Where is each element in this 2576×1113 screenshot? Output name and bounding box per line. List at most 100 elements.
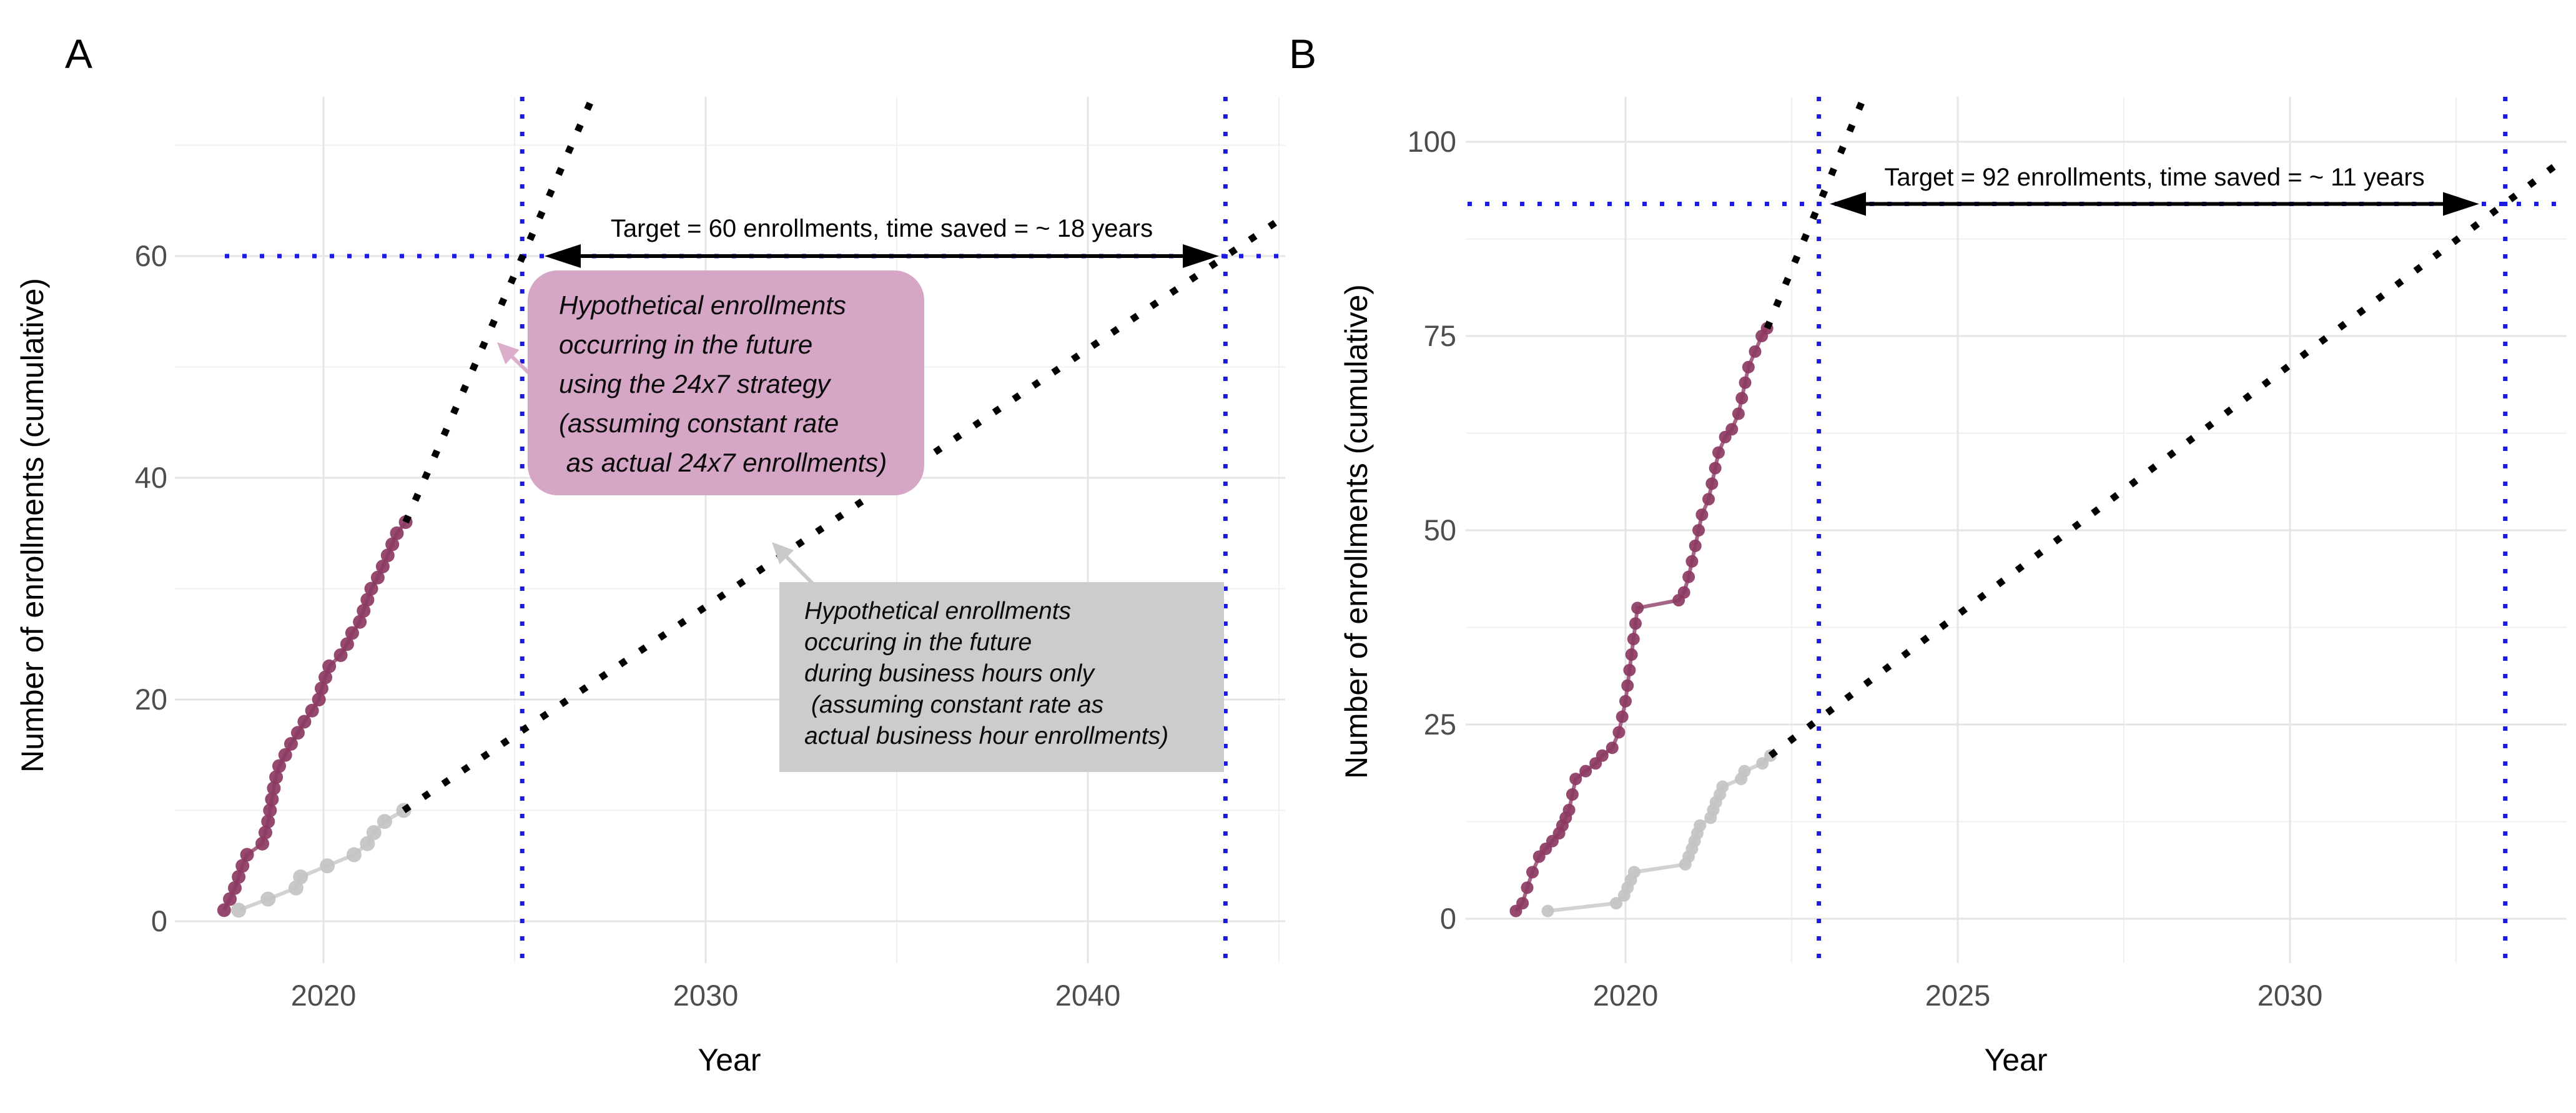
marker-actual-24x7-enrollments (380, 548, 395, 563)
marker-actual-24x7-enrollments (322, 659, 337, 673)
marker-actual-24x7-enrollments (1739, 376, 1752, 389)
annotation-box-hypothetical-24x7: Hypothetical enrollments occurring in th… (528, 270, 924, 495)
annotation-line: Hypothetical enrollments (804, 598, 1072, 625)
panel-b-target-label: Target = 92 enrollments, time saved = ~ … (1884, 164, 2425, 191)
marker-actual-24x7-enrollments (290, 726, 305, 740)
marker-actual-24x7-enrollments (272, 759, 287, 773)
marker-actual-24x7-enrollments (1749, 345, 1762, 358)
marker-actual-24x7-enrollments (1742, 360, 1755, 373)
annotation-line: during business hours only (804, 660, 1094, 687)
marker-actual-24x7-enrollments (1677, 586, 1690, 599)
marker-actual-24x7-enrollments (1625, 648, 1638, 661)
x-tick-label: 2030 (673, 979, 739, 1012)
marker-actual-24x7-enrollments (357, 604, 371, 618)
marker-actual-business-hours-enrollments (1541, 904, 1554, 918)
x-tick-label: 2030 (2257, 979, 2323, 1012)
marker-actual-24x7-enrollments (284, 737, 298, 751)
marker-actual-24x7-enrollments (1689, 539, 1702, 552)
panel-a-target-label: Target = 60 enrollments, time saved = ~ … (610, 215, 1153, 242)
marker-actual-24x7-enrollments (390, 526, 404, 540)
annotation-line: occuring in the future (804, 629, 1032, 656)
y-tick-label: 0 (1439, 902, 1456, 935)
y-tick-label: 100 (1407, 125, 1456, 158)
panel-a-y-axis-title: Number of enrollments (cumulative) (15, 278, 50, 773)
x-tick-label: 2040 (1055, 979, 1121, 1012)
marker-actual-24x7-enrollments (353, 615, 367, 629)
marker-actual-24x7-enrollments (1709, 462, 1722, 475)
marker-actual-24x7-enrollments (385, 537, 400, 552)
marker-actual-24x7-enrollments (1627, 633, 1640, 646)
series-projection-business-hours (402, 220, 1277, 814)
y-tick-label: 75 (1423, 319, 1456, 352)
marker-actual-24x7-enrollments (318, 670, 333, 685)
marker-actual-24x7-enrollments (1631, 601, 1644, 615)
marker-actual-24x7-enrollments (1685, 555, 1699, 568)
marker-actual-24x7-enrollments (265, 792, 279, 806)
time-saved-arrow-right-head (1183, 244, 1219, 268)
marker-actual-24x7-enrollments (258, 826, 272, 839)
marker-actual-24x7-enrollments (1725, 423, 1739, 436)
annotation-line: occurring in the future (559, 330, 813, 359)
annotation-box-hypothetical-business-hours: Hypothetical enrollments occuring in the… (779, 582, 1224, 772)
marker-actual-24x7-enrollments (1682, 570, 1695, 583)
panel-a-x-axis-title: Year (698, 1042, 761, 1077)
annotation-line: (assuming constant rate (559, 408, 839, 438)
marker-actual-24x7-enrollments (1616, 710, 1629, 723)
marker-actual-24x7-enrollments (1621, 679, 1634, 692)
business-annotation-arrowhead (772, 542, 794, 565)
marker-actual-24x7-enrollments (267, 781, 281, 795)
series-line-actual-business-hours-enrollments (238, 808, 405, 913)
marker-actual-business-hours-enrollments (1738, 764, 1751, 778)
time-saved-arrow-left-head (1830, 192, 1866, 216)
marker-actual-business-hours-enrollments (1716, 780, 1729, 793)
marker-actual-24x7-enrollments (1579, 764, 1592, 778)
marker-actual-24x7-enrollments (1612, 726, 1626, 739)
marker-actual-business-hours-enrollments (1756, 757, 1769, 770)
marker-actual-24x7-enrollments (269, 770, 284, 784)
annotation-line: (assuming constant rate as (804, 691, 1104, 718)
y-tick-label: 25 (1423, 708, 1456, 741)
marker-actual-24x7-enrollments (1732, 407, 1745, 420)
marker-actual-24x7-enrollments (278, 748, 292, 762)
marker-actual-24x7-enrollments (217, 903, 231, 918)
marker-actual-24x7-enrollments (1521, 881, 1534, 894)
marker-actual-24x7-enrollments (1695, 508, 1709, 522)
marker-actual-24x7-enrollments (1629, 617, 1642, 630)
x-tick-label: 2020 (1592, 979, 1659, 1012)
marker-actual-24x7-enrollments (375, 560, 390, 573)
marker-actual-business-hours-enrollments (1694, 819, 1707, 832)
y-tick-label: 20 (134, 683, 167, 716)
marker-actual-business-hours-enrollments (366, 825, 382, 840)
annotation-line: Hypothetical enrollments (559, 290, 846, 320)
marker-actual-business-hours-enrollments (346, 847, 362, 863)
marker-actual-24x7-enrollments (263, 803, 277, 818)
marker-actual-business-hours-enrollments (260, 891, 276, 907)
marker-actual-24x7-enrollments (1606, 741, 1619, 754)
marker-actual-24x7-enrollments (1516, 897, 1529, 910)
y-tick-label: 60 (134, 239, 167, 272)
marker-actual-business-hours-enrollments (231, 903, 247, 918)
y-tick-label: 40 (134, 461, 167, 494)
marker-actual-24x7-enrollments (232, 870, 246, 884)
marker-actual-24x7-enrollments (1569, 773, 1582, 786)
panel-b-y-axis-title: Number of enrollments (cumulative) (1339, 284, 1374, 779)
marker-actual-24x7-enrollments (1712, 446, 1725, 459)
marker-actual-24x7-enrollments (305, 703, 319, 718)
marker-actual-24x7-enrollments (1702, 493, 1715, 506)
marker-actual-24x7-enrollments (364, 581, 378, 596)
pink-annotation-arrowhead (497, 342, 520, 365)
annotation-line: as actual 24x7 enrollments) (559, 448, 887, 477)
marker-actual-24x7-enrollments (1623, 663, 1636, 676)
marker-actual-24x7-enrollments (228, 881, 242, 895)
marker-actual-24x7-enrollments (1562, 803, 1576, 816)
marker-actual-24x7-enrollments (370, 570, 385, 585)
x-tick-label: 2020 (290, 979, 357, 1012)
marker-actual-business-hours-enrollments (377, 814, 392, 829)
marker-actual-24x7-enrollments (240, 848, 254, 862)
marker-actual-24x7-enrollments (1526, 866, 1539, 879)
marker-actual-24x7-enrollments (360, 593, 375, 607)
marker-actual-24x7-enrollments (297, 715, 312, 729)
annotation-line: actual business hour enrollments) (804, 723, 1169, 749)
marker-actual-24x7-enrollments (1566, 788, 1579, 801)
